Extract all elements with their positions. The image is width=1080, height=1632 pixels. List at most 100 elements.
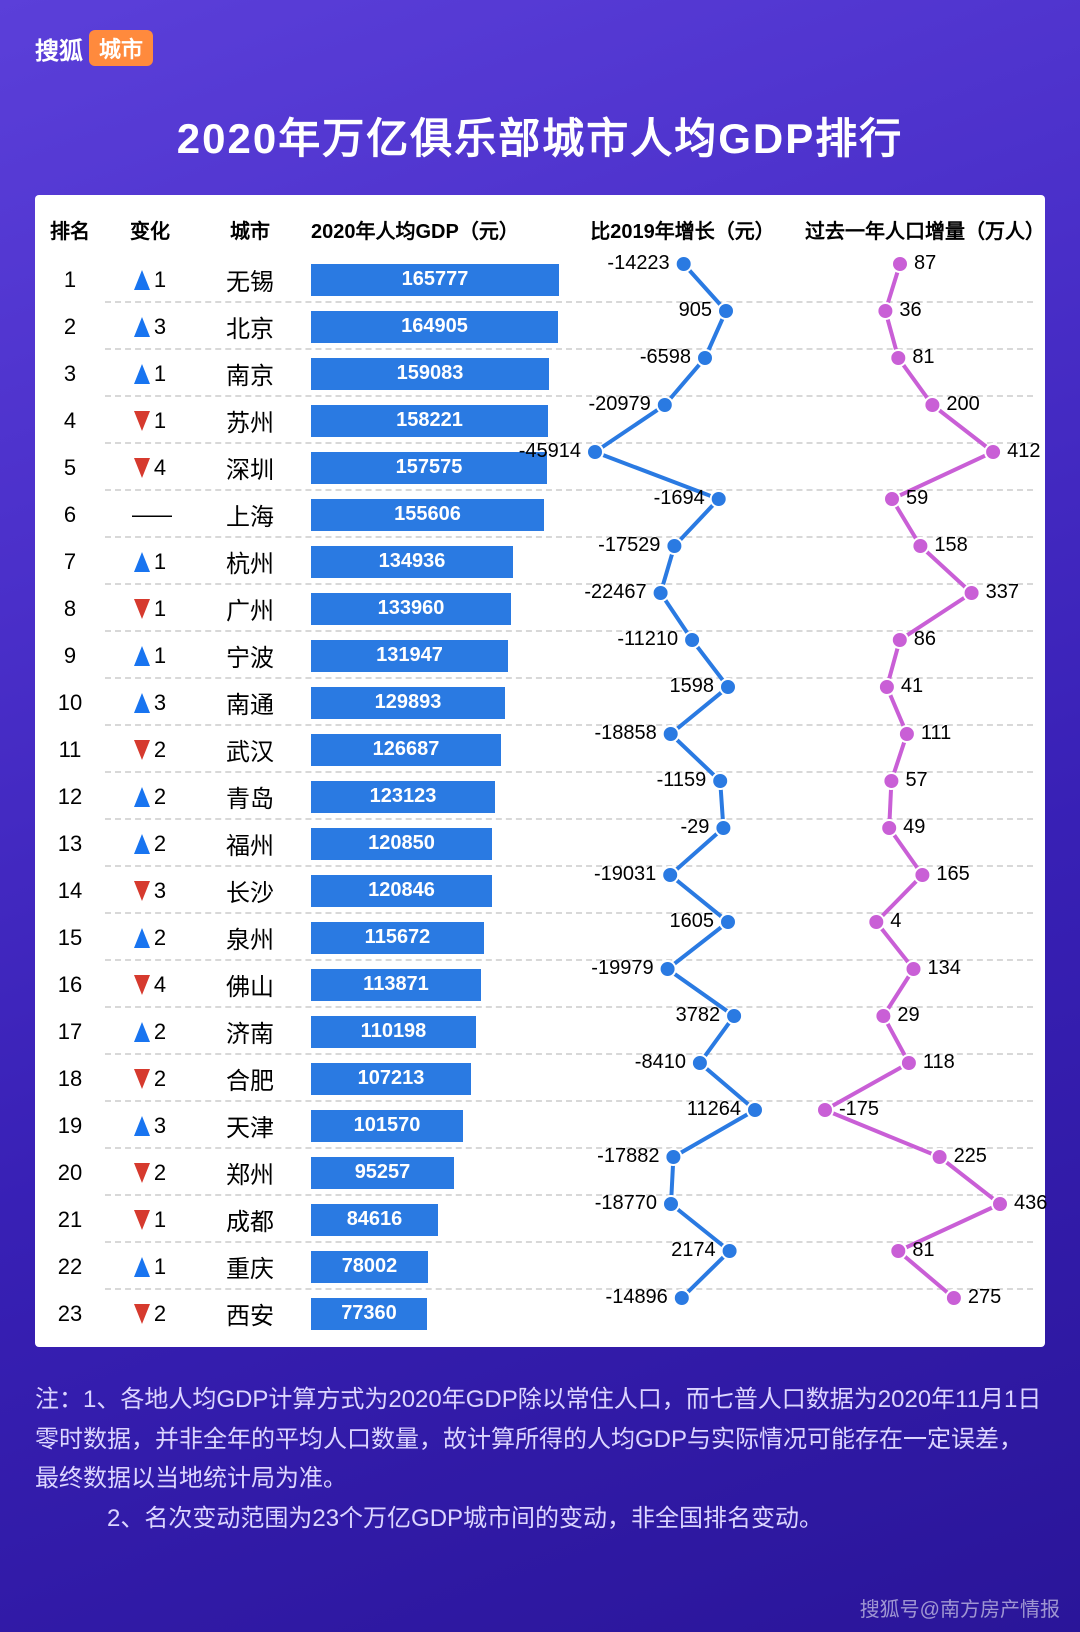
data-point: [684, 632, 700, 648]
data-point: [890, 1243, 906, 1259]
data-point: [663, 1196, 679, 1212]
growth-label: -11210: [617, 628, 678, 651]
arrow-up-icon: [134, 693, 150, 713]
change-value: 1: [154, 267, 166, 292]
gdp-bar-cell: 101570: [305, 1110, 560, 1142]
change-value: 1: [154, 1254, 166, 1279]
rank-change: 4: [105, 454, 195, 481]
gdp-bar: 78002: [311, 1251, 428, 1283]
brand-text: 搜狐: [35, 31, 83, 66]
data-point: [720, 679, 736, 695]
arrow-up-icon: [134, 270, 150, 290]
growth-label: -22467: [584, 581, 646, 604]
gdp-bar: 77360: [311, 1298, 427, 1330]
pop-label: 225: [954, 1145, 987, 1168]
page-title: 2020年万亿俱乐部城市人均GDP排行: [0, 105, 1080, 166]
growth-label: -14223: [607, 252, 669, 275]
growth-label: -29: [681, 816, 710, 839]
gdp-bar: 129893: [311, 687, 505, 719]
rank-number: 3: [35, 361, 105, 387]
city-name: 苏州: [195, 403, 305, 438]
city-name: 济南: [195, 1014, 305, 1049]
hdr-growth: 比2019年增长（元）: [560, 215, 805, 244]
city-name: 泉州: [195, 920, 305, 955]
city-name: 南京: [195, 356, 305, 391]
data-point: [587, 444, 603, 460]
gdp-bar: 158221: [311, 405, 548, 437]
pop-label: 57: [905, 769, 927, 792]
pop-label: 59: [906, 487, 928, 510]
change-value: 2: [154, 737, 166, 762]
arrow-down-icon: [134, 1304, 150, 1324]
pop-label: 36: [899, 299, 921, 322]
gdp-bar: 165777: [311, 264, 559, 296]
data-point: [726, 1008, 742, 1024]
data-point: [868, 914, 884, 930]
gdp-bar-cell: 164905: [305, 311, 560, 343]
growth-label: 1598: [669, 675, 714, 698]
change-value: 2: [154, 925, 166, 950]
data-point: [674, 1290, 690, 1306]
pop-label: -175: [839, 1098, 879, 1121]
city-name: 北京: [195, 309, 305, 344]
gdp-bar-cell: 107213: [305, 1063, 560, 1095]
pop-label: 134: [928, 957, 961, 980]
city-name: 福州: [195, 826, 305, 861]
growth-label: -18858: [594, 722, 656, 745]
city-name: 青岛: [195, 779, 305, 814]
city-name: 宁波: [195, 638, 305, 673]
change-value: 3: [154, 314, 166, 339]
gdp-bar: 110198: [311, 1016, 476, 1048]
gdp-bar-cell: 159083: [305, 358, 560, 390]
rank-number: 14: [35, 878, 105, 904]
data-point: [715, 820, 731, 836]
arrow-down-icon: [134, 740, 150, 760]
data-point: [711, 491, 727, 507]
growth-label: -1694: [654, 487, 705, 510]
gdp-bar-cell: 126687: [305, 734, 560, 766]
data-point: [697, 350, 713, 366]
rank-number: 16: [35, 972, 105, 998]
city-name: 长沙: [195, 873, 305, 908]
arrow-up-icon: [134, 1022, 150, 1042]
rank-change: 1: [105, 548, 195, 575]
arrow-down-icon: [134, 411, 150, 431]
rank-change: 1: [105, 360, 195, 387]
growth-label: -20979: [589, 393, 651, 416]
chart-panel: 排名 变化 城市 2020年人均GDP（元） 比2019年增长（元） 过去一年人…: [35, 195, 1045, 1347]
data-point: [692, 1055, 708, 1071]
gdp-bar-cell: 95257: [305, 1157, 560, 1189]
change-value: 1: [154, 549, 166, 574]
rank-number: 1: [35, 267, 105, 293]
data-point: [817, 1102, 833, 1118]
hdr-rank: 排名: [35, 215, 105, 244]
rank-change: 2: [105, 1018, 195, 1045]
data-point: [666, 538, 682, 554]
data-point: [914, 867, 930, 883]
arrow-up-icon: [134, 928, 150, 948]
arrow-up-icon: [134, 1257, 150, 1277]
rank-number: 11: [35, 737, 105, 763]
change-value: 3: [154, 690, 166, 715]
data-point: [946, 1290, 962, 1306]
gdp-bar-cell: 84616: [305, 1204, 560, 1236]
gdp-bar: 107213: [311, 1063, 471, 1095]
city-name: 南通: [195, 685, 305, 720]
data-point: [906, 961, 922, 977]
rank-number: 8: [35, 596, 105, 622]
arrow-down-icon: [134, 1210, 150, 1230]
rank-number: 22: [35, 1254, 105, 1280]
data-point: [720, 914, 736, 930]
hdr-change: 变化: [105, 215, 195, 244]
arrow-up-icon: [134, 364, 150, 384]
data-point: [747, 1102, 763, 1118]
data-point: [964, 585, 980, 601]
pop-label: 436: [1014, 1192, 1047, 1215]
growth-label: -6598: [640, 346, 691, 369]
gdp-bar: 164905: [311, 311, 558, 343]
arrow-down-icon: [134, 458, 150, 478]
pop-label: 81: [912, 346, 934, 369]
pop-label: 29: [897, 1004, 919, 1027]
data-point: [665, 1149, 681, 1165]
rank-change: 2: [105, 924, 195, 951]
